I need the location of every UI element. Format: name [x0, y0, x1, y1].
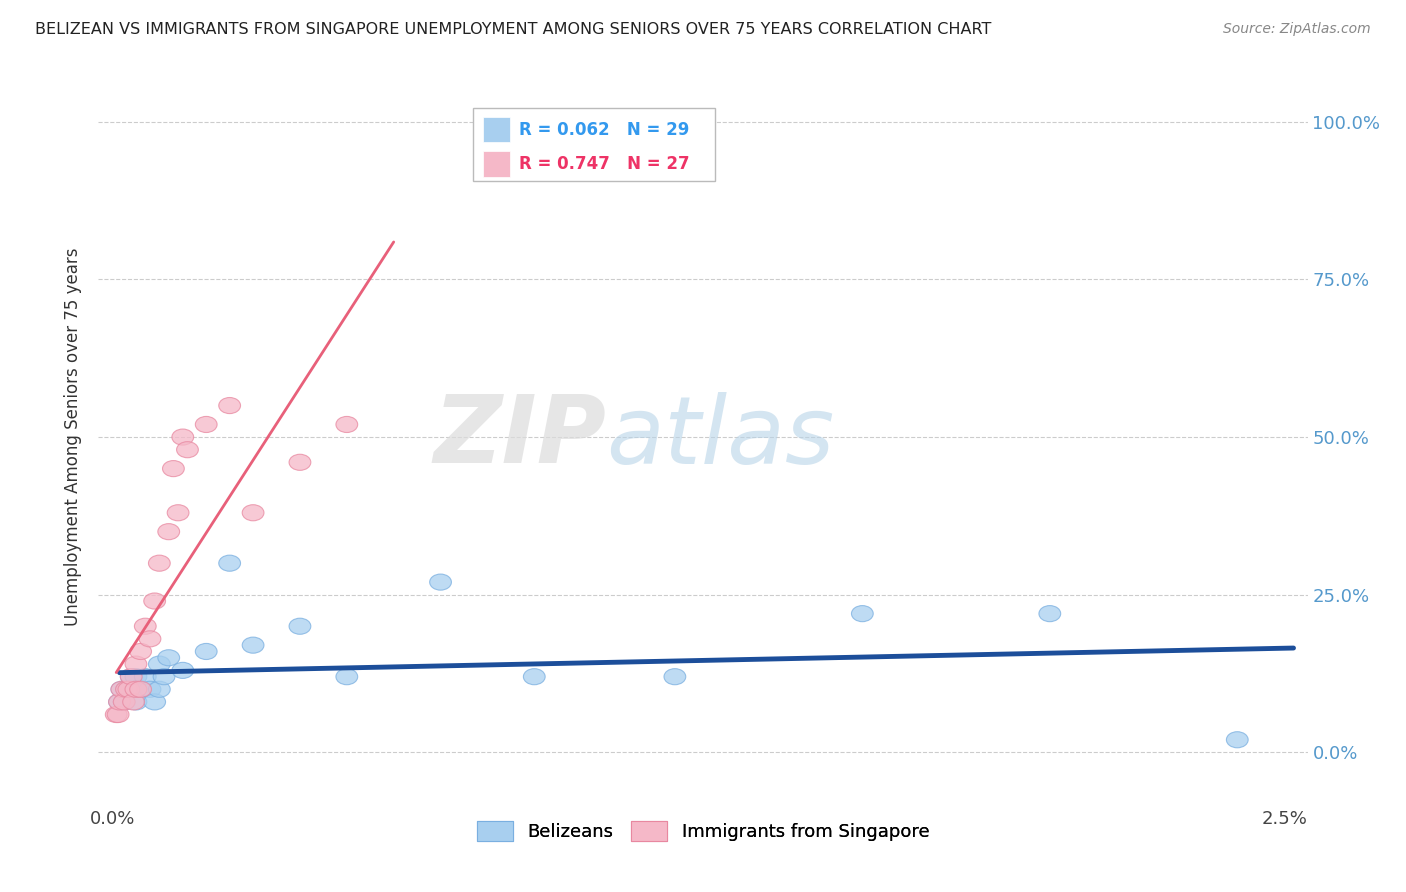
Ellipse shape [143, 593, 166, 609]
Ellipse shape [242, 505, 264, 521]
Ellipse shape [118, 681, 139, 698]
Ellipse shape [121, 669, 142, 685]
Ellipse shape [1226, 731, 1249, 747]
Ellipse shape [336, 669, 357, 685]
Ellipse shape [125, 669, 146, 685]
Ellipse shape [336, 417, 357, 433]
Ellipse shape [135, 618, 156, 634]
Ellipse shape [195, 417, 217, 433]
Ellipse shape [139, 631, 160, 647]
Ellipse shape [107, 706, 129, 723]
Ellipse shape [108, 694, 131, 710]
Ellipse shape [105, 706, 127, 723]
Ellipse shape [115, 681, 138, 698]
Ellipse shape [125, 656, 146, 673]
Ellipse shape [153, 669, 174, 685]
Y-axis label: Unemployment Among Seniors over 75 years: Unemployment Among Seniors over 75 years [65, 248, 83, 626]
Ellipse shape [430, 574, 451, 591]
Ellipse shape [108, 694, 131, 710]
FancyBboxPatch shape [474, 108, 716, 181]
Text: atlas: atlas [606, 392, 835, 483]
Ellipse shape [118, 681, 139, 698]
Ellipse shape [135, 669, 156, 685]
Ellipse shape [172, 429, 194, 445]
Ellipse shape [129, 681, 152, 698]
Ellipse shape [149, 681, 170, 698]
Ellipse shape [129, 681, 152, 698]
Ellipse shape [122, 694, 145, 710]
Ellipse shape [242, 637, 264, 653]
Ellipse shape [172, 663, 194, 679]
Ellipse shape [121, 669, 142, 685]
Ellipse shape [125, 681, 146, 698]
Ellipse shape [163, 460, 184, 476]
Ellipse shape [114, 694, 135, 710]
FancyBboxPatch shape [482, 117, 509, 143]
Ellipse shape [139, 681, 160, 698]
Ellipse shape [114, 694, 135, 710]
Text: R = 0.747   N = 27: R = 0.747 N = 27 [519, 155, 690, 173]
Text: R = 0.062   N = 29: R = 0.062 N = 29 [519, 121, 689, 139]
Ellipse shape [290, 618, 311, 634]
Ellipse shape [125, 694, 146, 710]
Ellipse shape [523, 669, 546, 685]
Ellipse shape [167, 505, 188, 521]
Ellipse shape [129, 643, 152, 659]
Ellipse shape [143, 694, 166, 710]
Text: ZIP: ZIP [433, 391, 606, 483]
Ellipse shape [195, 643, 217, 659]
Ellipse shape [115, 681, 138, 698]
Ellipse shape [219, 398, 240, 414]
Ellipse shape [111, 681, 132, 698]
Ellipse shape [149, 656, 170, 673]
Ellipse shape [157, 649, 180, 665]
Legend: Belizeans, Immigrants from Singapore: Belizeans, Immigrants from Singapore [470, 814, 936, 848]
Ellipse shape [664, 669, 686, 685]
Ellipse shape [149, 555, 170, 571]
Ellipse shape [1039, 606, 1060, 622]
FancyBboxPatch shape [482, 151, 509, 177]
Ellipse shape [219, 555, 240, 571]
Ellipse shape [177, 442, 198, 458]
Ellipse shape [157, 524, 180, 540]
Ellipse shape [852, 606, 873, 622]
Ellipse shape [111, 681, 132, 698]
Ellipse shape [122, 681, 145, 698]
Text: BELIZEAN VS IMMIGRANTS FROM SINGAPORE UNEMPLOYMENT AMONG SENIORS OVER 75 YEARS C: BELIZEAN VS IMMIGRANTS FROM SINGAPORE UN… [35, 22, 991, 37]
Ellipse shape [290, 454, 311, 470]
Text: Source: ZipAtlas.com: Source: ZipAtlas.com [1223, 22, 1371, 37]
